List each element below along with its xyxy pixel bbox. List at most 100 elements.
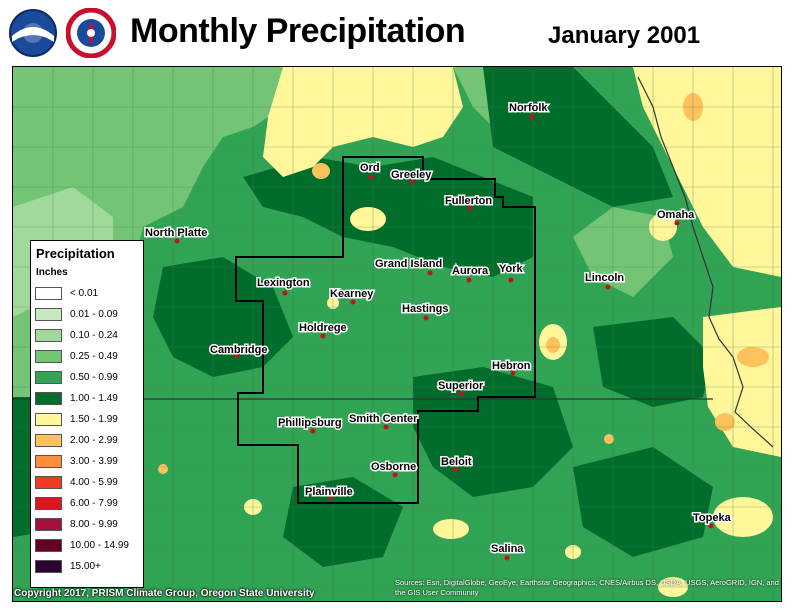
city-label: Topeka xyxy=(693,512,732,524)
city-marker xyxy=(310,428,316,434)
precip-region xyxy=(715,413,735,431)
city-marker xyxy=(605,284,611,290)
city-marker xyxy=(282,290,288,296)
city-label: Hebron xyxy=(492,360,531,372)
legend-swatch xyxy=(35,497,62,510)
legend-item: 0.50 - 0.99 xyxy=(35,371,141,385)
city-marker xyxy=(529,114,535,120)
city-topeka: Topeka xyxy=(692,511,733,529)
legend-swatch xyxy=(35,371,62,384)
city-label: Greeley xyxy=(391,169,432,181)
legend-item: 2.00 - 2.99 xyxy=(35,434,141,448)
legend-item: 0.25 - 0.49 xyxy=(35,350,141,364)
legend-item: 0.10 - 0.24 xyxy=(35,329,141,343)
city-phillipsburg: Phillipsburg xyxy=(277,416,343,434)
precip-region xyxy=(633,67,781,277)
legend-item: 15.00+ xyxy=(35,560,141,574)
city-marker xyxy=(350,299,356,305)
precip-region xyxy=(433,519,469,539)
city-plainville: Plainville xyxy=(304,485,354,501)
city-marker xyxy=(174,238,180,244)
city-label: Grand Island xyxy=(375,258,442,270)
city-label: Omaha xyxy=(657,209,695,221)
legend-swatch xyxy=(35,329,62,342)
legend-swatch xyxy=(35,539,62,552)
legend-item: < 0.01 xyxy=(35,287,141,301)
city-marker xyxy=(383,424,389,430)
city-label: Plainville xyxy=(305,486,353,498)
precip-region xyxy=(604,434,614,444)
legend-units: Inches xyxy=(36,267,68,278)
page-title: Monthly Precipitation xyxy=(130,12,466,50)
legend-item: 0.01 - 0.09 xyxy=(35,308,141,322)
city-label: Cambridge xyxy=(210,344,267,356)
city-marker xyxy=(368,174,374,180)
city-greeley: Greeley xyxy=(390,168,434,185)
city-label: Fullerton xyxy=(445,195,492,207)
legend-label: 3.00 - 3.99 xyxy=(70,456,118,467)
legend-item: 4.00 - 5.99 xyxy=(35,476,141,490)
legend-swatch xyxy=(35,518,62,531)
city-label: Lexington xyxy=(257,277,310,289)
cwa-boundary xyxy=(235,156,536,504)
precip-region xyxy=(350,207,386,231)
legend-item: 6.00 - 7.99 xyxy=(35,497,141,511)
city-label: Kearney xyxy=(330,288,374,300)
city-hastings: Hastings xyxy=(401,302,450,321)
city-label: North Platte xyxy=(145,227,207,239)
state-boundary xyxy=(637,76,774,448)
precip-region xyxy=(737,347,769,367)
legend-swatch xyxy=(35,560,62,573)
city-marker xyxy=(458,391,464,397)
legend-label: 8.00 - 9.99 xyxy=(70,519,118,530)
city-norfolk: Norfolk xyxy=(508,101,550,120)
city-beloit: Beloit xyxy=(440,455,473,473)
legend-label: 1.00 - 1.49 xyxy=(70,393,118,404)
national-weather-service-logo xyxy=(66,8,116,58)
map-sources: Sources: Esri, DigitalGlobe, GeoEye, Ear… xyxy=(395,578,779,597)
header: Monthly Precipitation January 2001 xyxy=(0,0,792,66)
city-marker xyxy=(320,333,326,339)
city-label: Holdrege xyxy=(299,322,347,334)
city-label: Smith Center xyxy=(349,413,418,425)
legend-item: 1.50 - 1.99 xyxy=(35,413,141,427)
city-marker xyxy=(467,205,473,211)
city-marker xyxy=(508,277,514,283)
city-superior: Superior xyxy=(437,379,485,397)
city-salina: Salina xyxy=(490,542,526,561)
legend-label: 2.00 - 2.99 xyxy=(70,435,118,446)
city-marker xyxy=(409,179,415,185)
precip-region xyxy=(573,207,673,297)
city-label: Superior xyxy=(438,380,484,392)
city-omaha: Omaha xyxy=(656,208,697,226)
precip-region xyxy=(158,464,168,474)
legend-label: 1.50 - 1.99 xyxy=(70,414,118,425)
city-marker xyxy=(328,495,334,501)
city-marker xyxy=(466,277,472,283)
precip-region xyxy=(312,163,330,179)
legend-swatch xyxy=(35,455,62,468)
city-marker xyxy=(234,353,240,359)
legend-swatch xyxy=(35,476,62,489)
city-label: Norfolk xyxy=(509,102,548,114)
city-marker xyxy=(674,220,680,226)
city-lexington: Lexington xyxy=(256,276,311,296)
legend-title: Precipitation xyxy=(36,246,115,261)
legend-label: < 0.01 xyxy=(70,288,99,299)
precip-region xyxy=(573,447,713,557)
city-marker xyxy=(708,523,714,529)
legend: Precipitation Inches < 0.01 0.01 - 0.09 0.… xyxy=(30,240,144,588)
city-label: Lincoln xyxy=(585,272,624,284)
noaa-logo xyxy=(9,9,57,57)
legend-label: 0.50 - 0.99 xyxy=(70,372,118,383)
legend-label: 0.25 - 0.49 xyxy=(70,351,118,362)
city-lincoln: Lincoln xyxy=(584,271,626,290)
city-north-platte: North Platte xyxy=(144,226,209,244)
city-label: York xyxy=(499,263,524,275)
city-osborne: Osborne xyxy=(370,460,418,478)
legend-label: 0.01 - 0.09 xyxy=(70,309,118,320)
precip-region xyxy=(483,67,673,207)
city-label: Ord xyxy=(360,162,380,174)
city-cambridge: Cambridge xyxy=(209,343,269,359)
city-ord: Ord xyxy=(359,161,381,180)
